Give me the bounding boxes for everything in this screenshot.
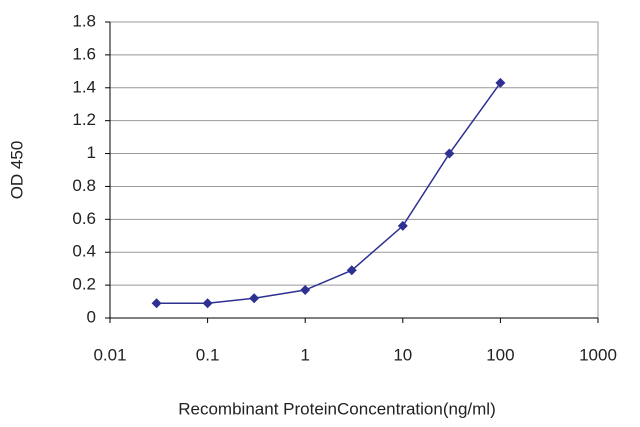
y-tick-label: 0.6: [72, 209, 96, 228]
data-point: [202, 298, 213, 309]
y-axis-label: OD 450: [7, 141, 26, 200]
y-tick-label: 0.8: [72, 176, 96, 195]
x-tick-label: 100: [486, 345, 514, 364]
y-tick-label: 0.2: [72, 275, 96, 294]
x-axis-label: Recombinant ProteinConcentration(ng/ml): [178, 399, 496, 418]
data-point: [249, 293, 260, 304]
data-point: [346, 265, 357, 276]
x-tick-label: 10: [393, 345, 412, 364]
data-point: [300, 285, 311, 296]
y-tick-label: 0: [87, 307, 96, 326]
x-tick-label: 1000: [579, 345, 617, 364]
y-tick-label: 1.4: [72, 77, 96, 96]
y-tick-label: 1: [87, 143, 96, 162]
y-tick-label: 1.8: [72, 11, 96, 30]
series-line: [156, 82, 502, 304]
plot-area: [109, 21, 599, 319]
x-tick-label: 1: [300, 345, 309, 364]
y-tick-label: 0.4: [72, 242, 96, 261]
y-tick-label: 1.6: [72, 44, 96, 63]
data-point: [397, 220, 408, 231]
x-tick-label: 0.1: [196, 345, 220, 364]
data-point: [444, 148, 455, 159]
y-tick-label: 1.2: [72, 110, 96, 129]
data-point: [151, 298, 162, 309]
x-tick-label: 0.01: [93, 345, 126, 364]
data-point: [495, 77, 506, 88]
